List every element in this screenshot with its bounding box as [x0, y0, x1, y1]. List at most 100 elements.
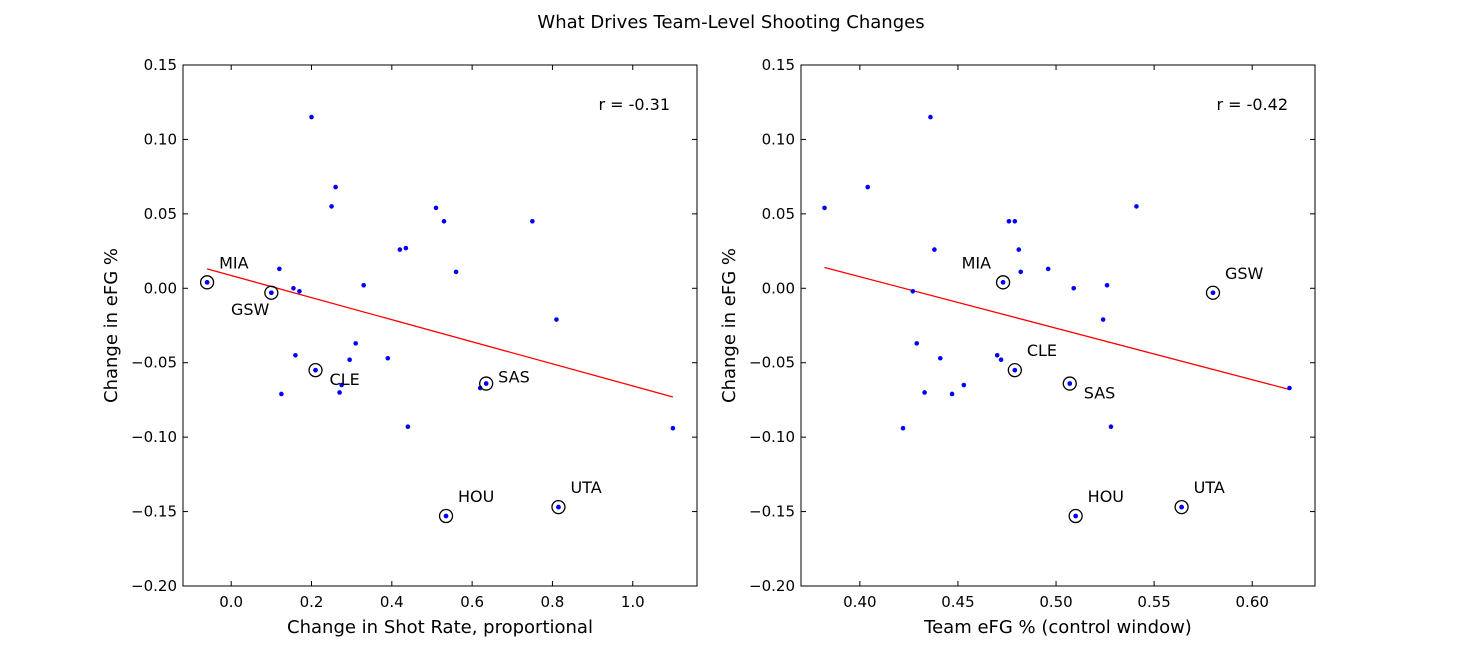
highlight-point-mia	[1000, 280, 1006, 285]
highlight-point-mia	[204, 280, 210, 285]
data-point	[1104, 283, 1110, 288]
highlight-point-hou	[443, 513, 449, 519]
data-point	[949, 391, 955, 397]
x-axis-label: Team eFG % (control window)	[923, 617, 1192, 638]
highlight-ring-uta	[1174, 499, 1189, 515]
y-tick-label: −0.15	[131, 503, 177, 521]
data-point	[937, 355, 943, 361]
correlation-annotation: r = -0.31	[598, 95, 670, 114]
plot-frame	[182, 64, 698, 587]
highlight-ring-gsw	[1205, 285, 1221, 300]
highlight-point-uta	[1179, 504, 1184, 510]
data-point	[329, 204, 334, 209]
data-point	[433, 205, 439, 211]
x-tick-label: 0.45	[941, 593, 974, 611]
y-tick-label: 0.15	[762, 56, 795, 74]
y-tick-label: 0.00	[144, 279, 177, 297]
team-label-cle: CLE	[330, 370, 360, 389]
data-point	[337, 390, 342, 395]
x-tick-label: 0.60	[1236, 593, 1269, 611]
data-point	[1018, 269, 1024, 275]
data-point	[405, 424, 411, 430]
y-axis-label: Change in eFG %	[101, 248, 122, 403]
x-tick-label: 0.2	[300, 593, 324, 611]
team-label-uta: UTA	[1194, 478, 1225, 497]
data-point	[1100, 317, 1106, 322]
highlight-point-sas	[483, 381, 489, 386]
highlight-ring-cle	[308, 363, 323, 378]
data-point	[361, 283, 367, 288]
data-point	[397, 247, 403, 252]
highlight-ring-mia	[995, 275, 1011, 290]
correlation-annotation: r = -0.42	[1216, 95, 1288, 114]
y-axis-label: Change in eFG %	[719, 248, 740, 403]
data-point	[1045, 266, 1051, 272]
data-point	[994, 352, 1000, 358]
highlight-point-sas	[1067, 381, 1073, 386]
regression-line	[824, 266, 1290, 391]
highlight-ring-hou	[438, 508, 454, 524]
data-point	[1012, 219, 1018, 224]
team-label-hou: HOU	[1088, 487, 1124, 506]
highlight-point-cle	[1012, 367, 1018, 373]
team-label-sas: SAS	[498, 368, 530, 387]
highlight-ring-hou	[1068, 508, 1083, 524]
team-label-gsw: GSW	[231, 300, 270, 319]
x-tick-label: 0.8	[541, 593, 565, 611]
data-point	[865, 184, 871, 190]
x-tick-label: 0.50	[1039, 593, 1072, 611]
y-tick-label: −0.10	[131, 428, 177, 446]
data-point	[403, 245, 409, 251]
data-point	[1006, 219, 1012, 224]
team-label-hou: HOU	[458, 487, 494, 506]
y-tick-label: −0.05	[131, 354, 177, 372]
highlight-ring-sas	[1062, 376, 1077, 391]
data-point	[309, 114, 314, 120]
data-point	[1016, 247, 1022, 252]
y-tick-label: 0.10	[144, 130, 177, 148]
data-point	[291, 285, 296, 291]
team-label-mia: MIA	[962, 253, 992, 272]
data-point	[339, 382, 344, 388]
highlight-point-gsw	[1210, 290, 1216, 296]
plot-frame	[800, 64, 1316, 587]
y-tick-label: 0.00	[762, 279, 795, 297]
data-point	[347, 357, 352, 363]
data-point	[910, 288, 916, 294]
data-point	[277, 266, 282, 272]
data-point	[928, 114, 933, 120]
data-point	[453, 269, 459, 275]
y-tick-label: 0.10	[762, 130, 795, 148]
data-point	[932, 247, 937, 252]
team-label-cle: CLE	[1027, 341, 1057, 360]
y-tick-label: −0.05	[749, 354, 795, 372]
data-point	[1108, 424, 1114, 430]
data-point	[670, 425, 676, 431]
highlight-ring-mia	[199, 275, 215, 290]
x-tick-label: 0.6	[460, 593, 484, 611]
figure-title: What Drives Team-Level Shooting Changes	[537, 12, 924, 33]
data-point	[353, 341, 358, 346]
y-tick-label: 0.05	[762, 205, 795, 223]
highlight-ring-uta	[551, 499, 566, 515]
x-tick-label: 0.40	[843, 593, 876, 611]
team-label-gsw: GSW	[1225, 264, 1264, 283]
x-axis-label: Change in Shot Rate, proportional	[287, 617, 593, 638]
x-tick-label: 0.4	[380, 593, 404, 611]
data-point	[1071, 285, 1076, 291]
data-point	[1287, 385, 1292, 391]
data-point	[1134, 204, 1139, 209]
data-point	[293, 352, 298, 358]
data-point	[822, 205, 827, 211]
right-scatter-panel: 0.40 0.45 0.50 0.55 0.60 0.15 0.10 0.05 0.00 −0.0…	[719, 56, 1316, 638]
highlight-ring-gsw	[264, 285, 279, 300]
highlight-point-hou	[1073, 513, 1078, 519]
highlight-point-gsw	[269, 290, 274, 296]
team-label-mia: MIA	[219, 253, 249, 272]
highlight-point-cle	[313, 367, 318, 373]
data-point	[922, 390, 927, 395]
x-tick-label: 1.0	[621, 593, 645, 611]
data-point	[554, 317, 559, 322]
data-point	[998, 357, 1004, 363]
